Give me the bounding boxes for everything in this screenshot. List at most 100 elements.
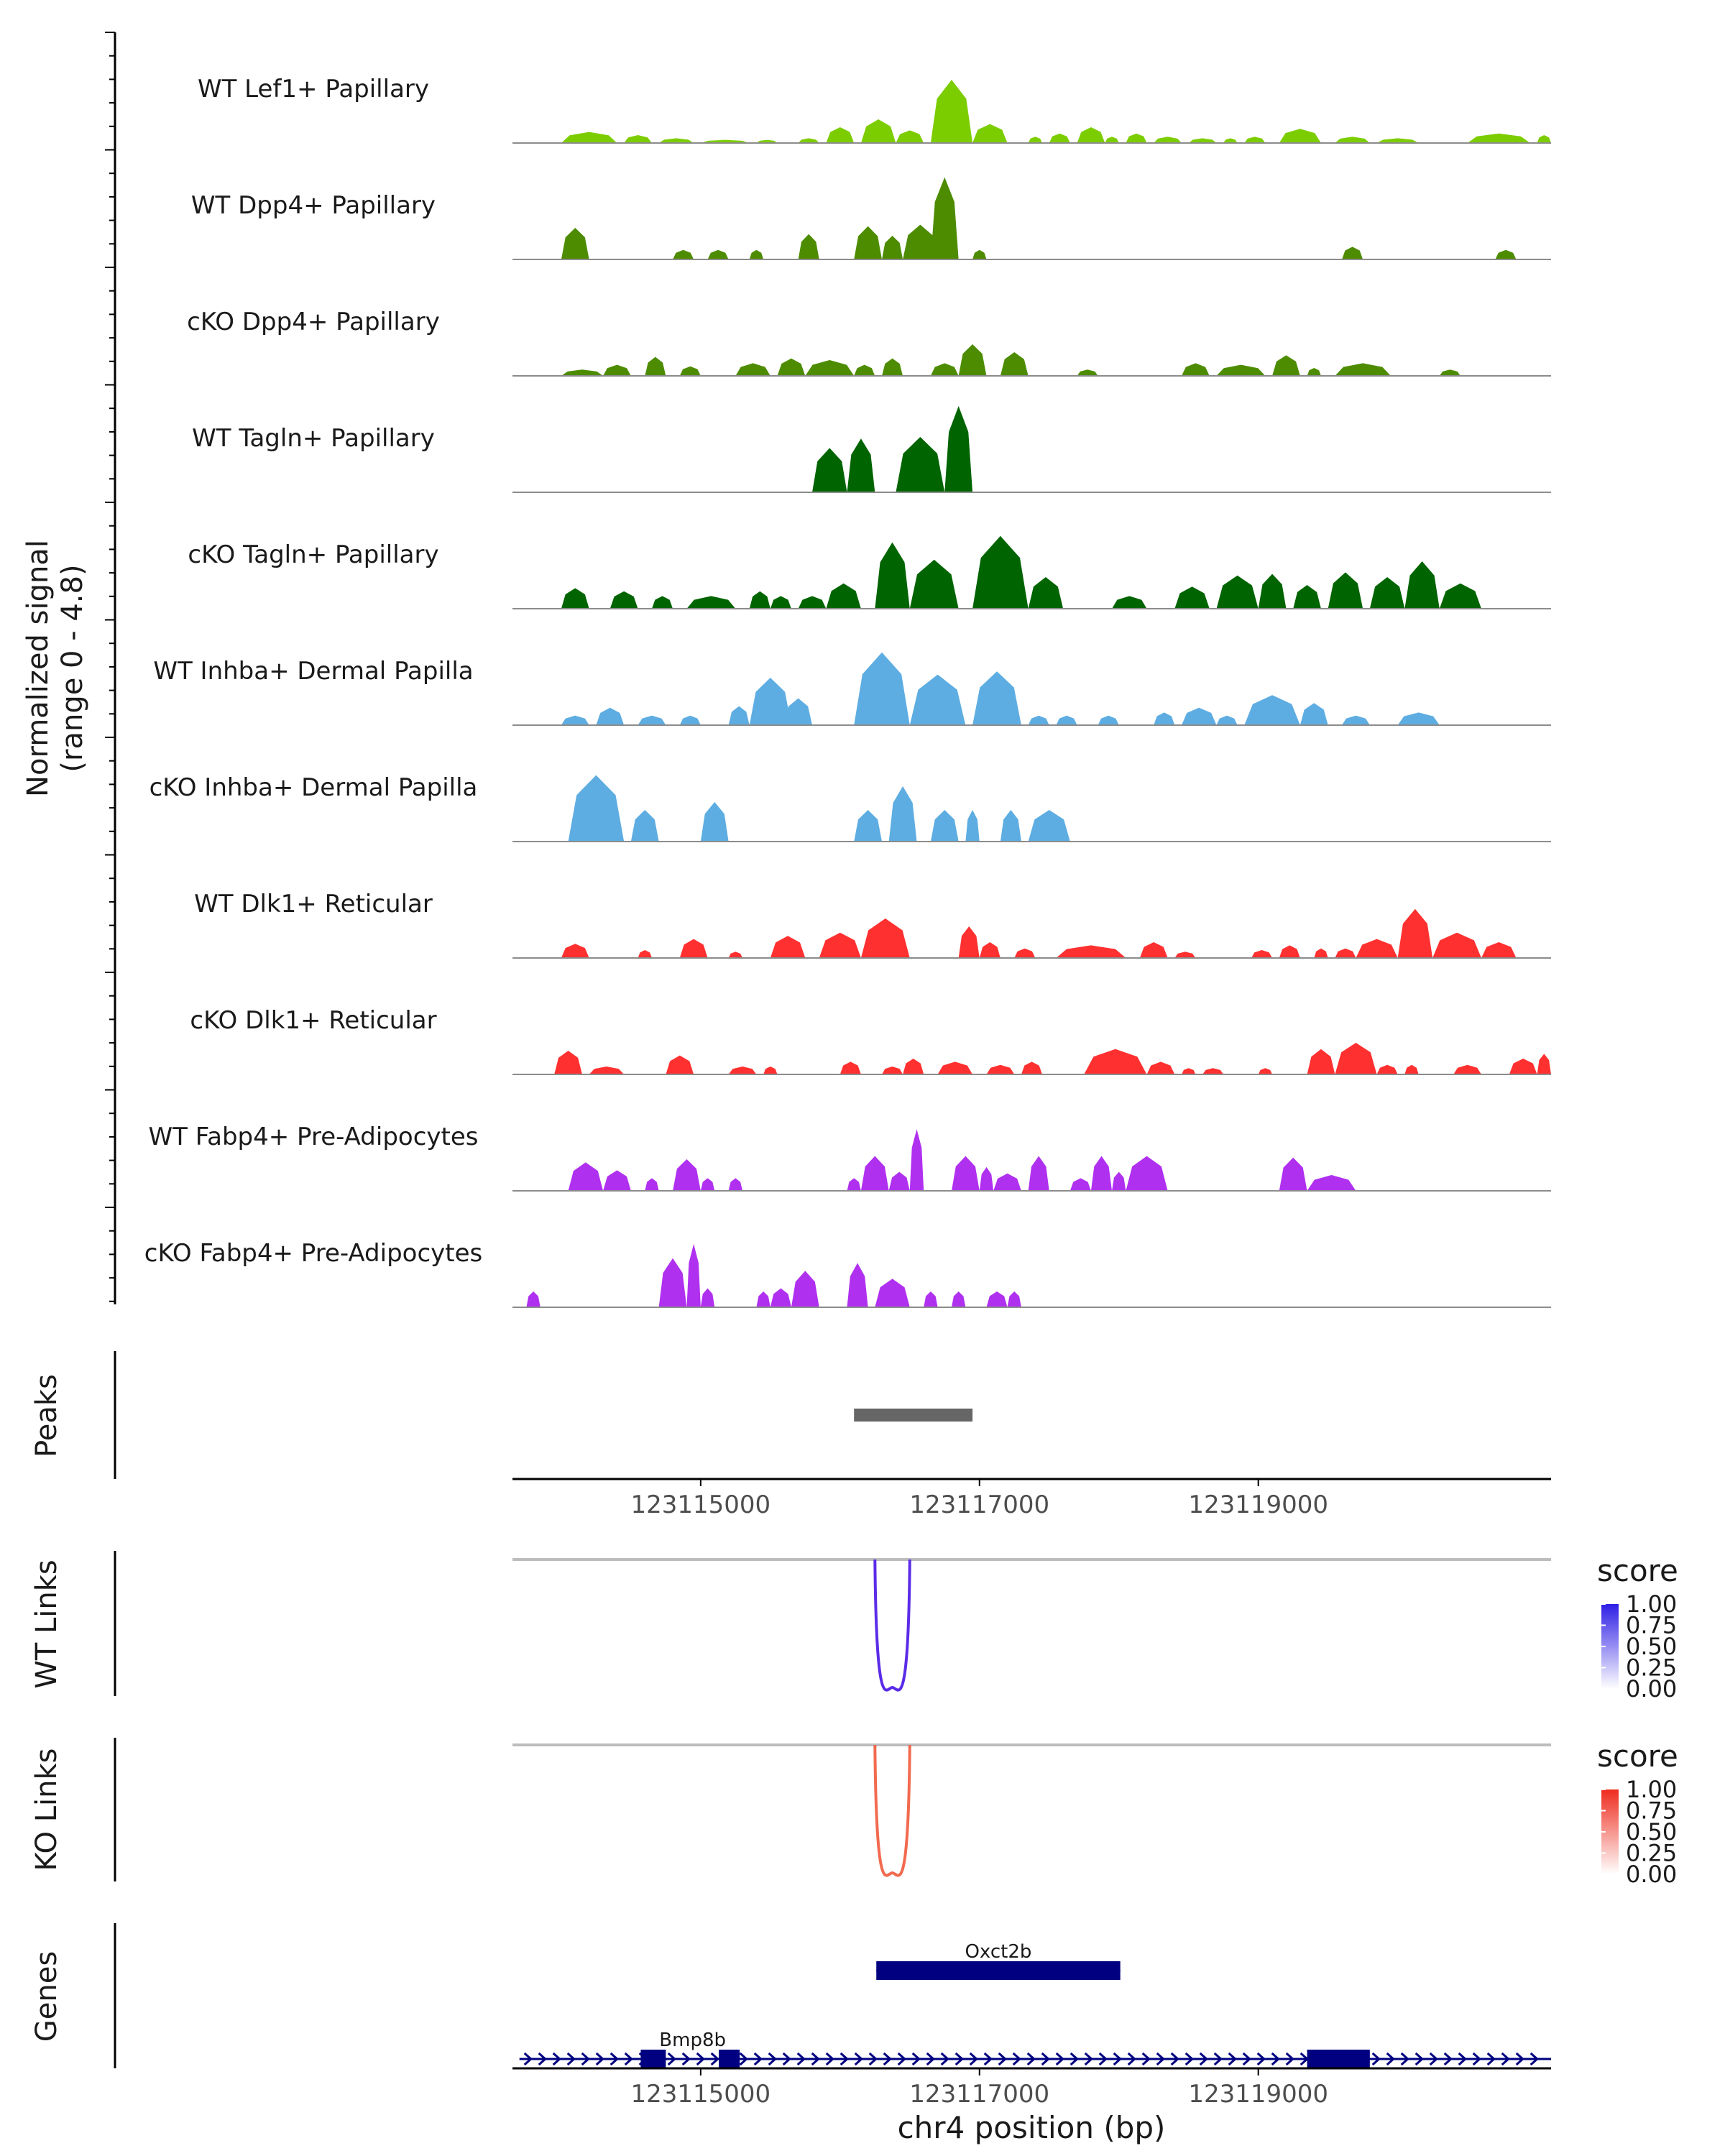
coverage-peak [847,438,875,492]
coverage-peak [1139,942,1168,958]
coverage-peak [638,950,652,958]
coverage-peak [673,249,694,259]
coverage-peak [958,344,987,376]
coverage-peak [568,1162,604,1191]
coverage-peak [1000,810,1021,842]
coverage-peak [1244,137,1266,143]
coverage-peak [909,1129,924,1191]
coverage-peak [1028,1156,1049,1191]
coverage-peak [770,596,791,609]
strand-chevron [753,2052,763,2066]
strand-chevron [1285,2052,1294,2066]
coverage-peak [930,177,959,259]
coverage-peak [1537,135,1551,143]
exon-block [876,1961,1121,1980]
signal-axis-ticks [105,32,115,1302]
coverage-peak [624,135,652,143]
coverage-peak [1028,715,1049,725]
coverage-peak [1495,249,1517,259]
coverage-peak [1049,133,1070,143]
legend-tick-label: 0.75 [1626,1797,1677,1825]
coverage-peak [1439,369,1460,376]
coverage-peak [979,1167,994,1191]
legend-tick-label: 0.50 [1626,1633,1677,1660]
coverage-track: cKO Dpp4+ Papillary [187,308,1551,377]
coverage-peak [1126,1156,1168,1191]
x-tick-label: 123119000 [1188,1491,1328,1519]
genes-layer: Oxct2b Bmp8b [519,1941,1551,2068]
legend-tick-label: 1.00 [1626,1590,1677,1618]
coverage-peak [749,678,791,725]
strand-chevron [552,2052,561,2066]
coverage-peak [1028,137,1043,143]
exon-block [719,2050,740,2068]
coverage-peak [979,942,1000,958]
coverage-peak [854,226,882,259]
coverage-peak [875,542,910,609]
coverage-peak [1258,1068,1273,1074]
coverage-peak [1328,572,1363,609]
strand-chevron [969,2052,978,2066]
strand-chevron [1371,2052,1381,2066]
coverage-peak [1146,1061,1175,1074]
strand-chevron [1501,2052,1510,2066]
coverage-peak [596,707,625,725]
x-axis-ticks-bottom: 123115000 123117000 123119000 [631,2068,1328,2109]
coverage-peak [784,698,813,725]
strand-chevron [1026,2052,1036,2066]
coverage-track: WT Tagln+ Papillary [192,406,1551,493]
strand-chevron [581,2052,590,2066]
coverage-peak [1300,703,1328,725]
coverage-peak [700,1288,715,1307]
strand-chevron [868,2052,878,2066]
coverage-peak [561,715,589,725]
coverage-peak [526,1291,540,1307]
coverage-peak [1293,585,1321,609]
strand-chevron [1486,2052,1496,2066]
wt-link-arc [873,1559,911,1692]
strand-chevron [1458,2052,1467,2066]
track-label: cKO Inhba+ Dermal Papilla [150,773,478,802]
coverage-peak [1223,138,1238,143]
coverage-peak [561,369,604,376]
coverage-peak [847,1263,868,1307]
coverage-peak [554,1051,582,1074]
coverage-peak [1112,1171,1126,1191]
coverage-peak [1376,1064,1398,1074]
strand-chevron [1256,2052,1266,2066]
coverage-peak [791,1271,819,1307]
strand-chevron [1530,2052,1539,2066]
strand-chevron [1242,2052,1251,2066]
coverage-peak [735,363,770,376]
coverage-peak [630,810,659,842]
coverage-peak [958,926,980,958]
coverage-peak [686,1244,701,1307]
strand-chevron [1041,2052,1050,2066]
coverage-peak [986,1291,1008,1307]
legend-tick-label: 1.00 [1626,1776,1677,1803]
coverage-peak [860,119,896,143]
coverage-peak [1439,583,1482,609]
coverage-peak [847,1178,861,1191]
coverage-peak [819,932,861,958]
coverage-peak [1279,945,1300,958]
coverage-peak [1342,247,1363,259]
x-tick-label: 123115000 [631,1491,771,1519]
coverage-peak [770,936,806,958]
strand-chevron [624,2052,633,2066]
coverage-peak [903,224,938,259]
coverage-peak [840,1061,861,1074]
coverage-peak [1404,1064,1419,1074]
coverage-peak [1182,363,1210,376]
coverage-track: WT Dlk1+ Reticular [194,890,1551,959]
coverage-peak [756,1291,770,1307]
coverage-peak [1216,715,1238,725]
coverage-track: cKO Fabp4+ Pre-Adipocytes [144,1239,1551,1308]
coverage-peak [1404,561,1440,609]
coverage-peak [1251,950,1273,958]
coverage-peak [1335,1043,1377,1074]
coverage-peak [603,364,631,376]
gene-model: Oxct2b [876,1941,1121,1980]
coverage-peak [1258,573,1287,609]
track-label: WT Dpp4+ Papillary [191,191,436,220]
